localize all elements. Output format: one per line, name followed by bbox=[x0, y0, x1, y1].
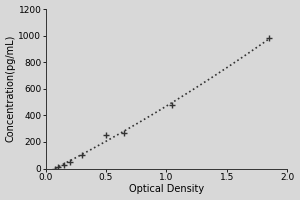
Y-axis label: Concentration(pg/mL): Concentration(pg/mL) bbox=[6, 35, 16, 142]
X-axis label: Optical Density: Optical Density bbox=[129, 184, 204, 194]
